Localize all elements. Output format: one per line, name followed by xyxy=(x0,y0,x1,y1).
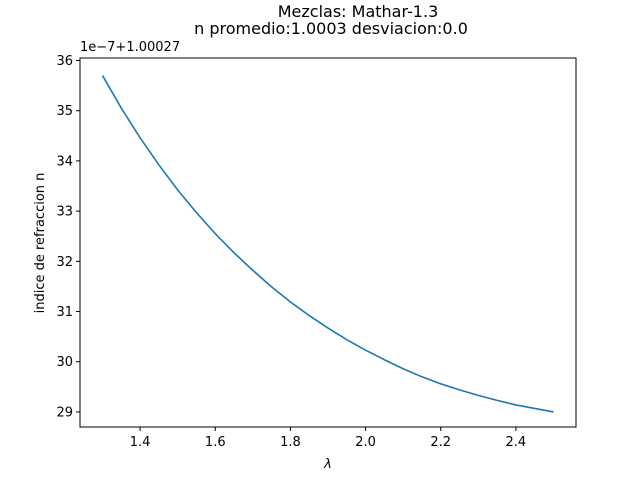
x-axis-label: λ xyxy=(323,457,332,472)
x-tick-label: 2.2 xyxy=(430,435,451,450)
y-tick-label: 36 xyxy=(56,54,73,69)
y-tick-label: 29 xyxy=(56,405,73,420)
x-tick-label: 2.4 xyxy=(506,435,527,450)
series-line xyxy=(101,75,554,413)
y-tick-label: 30 xyxy=(56,355,73,370)
y-axis-label: indice de refraccion n xyxy=(33,173,48,314)
chart-subtitle: n promedio:1.0003 desviacion:0.0 xyxy=(194,19,468,38)
x-tick-label: 1.6 xyxy=(205,435,226,450)
series-layer xyxy=(101,75,554,413)
x-tick-label: 2.0 xyxy=(355,435,376,450)
y-tick-label: 35 xyxy=(56,104,73,119)
y-tick-label: 33 xyxy=(56,205,73,220)
x-tick-label: 1.8 xyxy=(280,435,301,450)
x-tick-label: 1.4 xyxy=(130,435,151,450)
y-tick-label: 34 xyxy=(56,154,73,169)
chart-title: Mezclas: Mathar-1.3 xyxy=(278,2,439,21)
y-tick-label: 32 xyxy=(56,255,73,270)
y-offset-text: 1e−7+1.00027 xyxy=(80,40,180,55)
y-axis: 29 30 31 32 33 34 35 36 xyxy=(56,54,80,420)
y-tick-label: 31 xyxy=(56,305,73,320)
x-axis: 1.4 1.6 1.8 2.0 2.2 2.4 xyxy=(130,427,526,450)
plot-frame xyxy=(79,57,577,428)
